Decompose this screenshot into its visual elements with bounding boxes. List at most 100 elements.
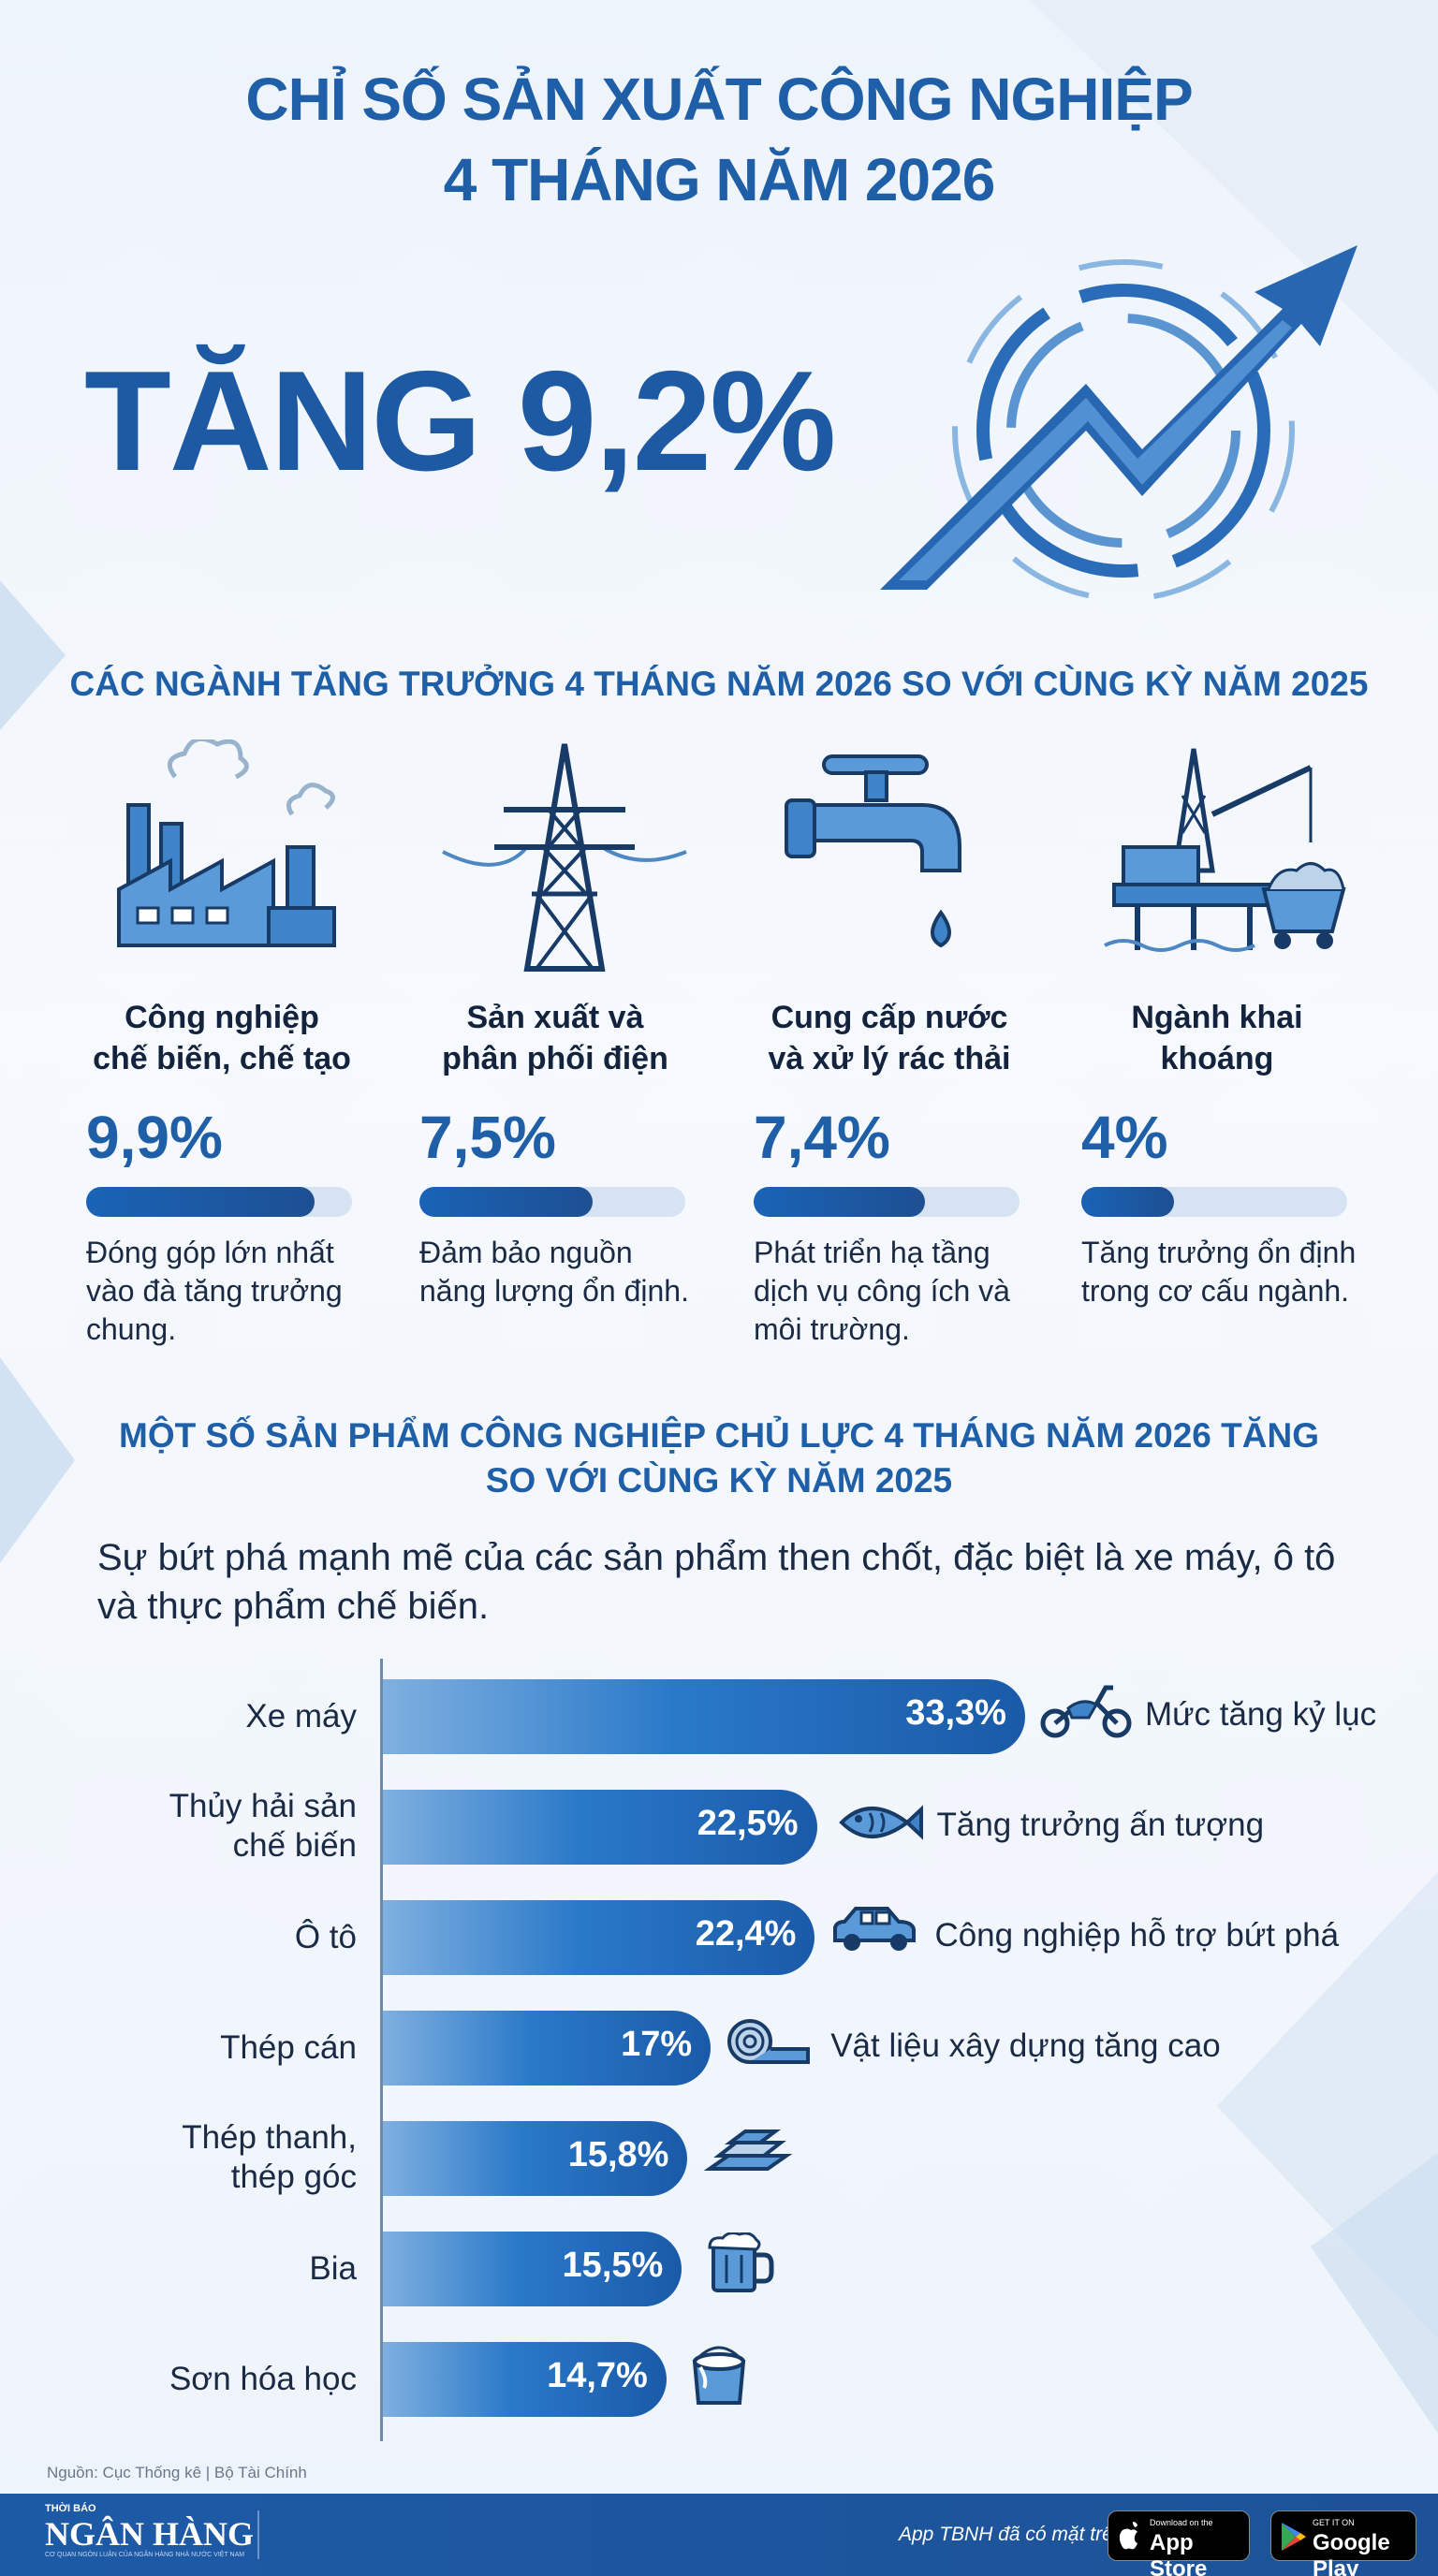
bar-value-label: 17% [621, 2025, 693, 2064]
industry-name-line2: và xử lý rác thải [768, 1041, 1011, 1076]
app-store-label: App Store [1150, 2530, 1208, 2576]
bar-category-label: Thép cán [220, 2029, 357, 2066]
steel-bars-icon [704, 2130, 793, 2171]
industry-name-line2: chế biến, chế tạo [93, 1041, 351, 1076]
footer-divider [257, 2510, 259, 2559]
brand-prefix: THỜI BÁO [45, 2503, 96, 2514]
bar-category-label: Bia [309, 2250, 357, 2287]
bar-mark [383, 2232, 682, 2306]
industry-percent: 7,5% [419, 1104, 556, 1171]
bar-annotation: Công nghiệp hỗ trợ bứt phá [934, 1917, 1340, 1954]
bar-category-label: Sơn hóa học [169, 2361, 357, 2397]
google-play-small: GET IT ON [1313, 2518, 1355, 2527]
industry-name-line2: phân phối điện [442, 1041, 668, 1076]
desc-line: Đóng góp lớn nhất [86, 1236, 334, 1269]
bar-category-label: Thủy hải sản chế biến [169, 1788, 357, 1864]
apple-icon [1119, 2522, 1137, 2550]
industries-heading: CÁC NGÀNH TĂNG TRƯỞNG 4 THÁNG NĂM 2026 S… [69, 665, 1369, 703]
bar-row: Ô tô 22,4% Công nghiệp hỗ trợ bứt phá [0, 1895, 1438, 1980]
beer-mug-icon [708, 2232, 774, 2292]
bar-row: Sơn hóa học 14,7% [0, 2337, 1438, 2422]
bar-mark [383, 1679, 1025, 1754]
bar-mark [383, 1790, 817, 1865]
desc-line: Đảm bảo nguồn [419, 1236, 633, 1269]
industry-progress-fill [1081, 1187, 1174, 1217]
products-heading-line1: MỘT SỐ SẢN PHẨM CÔNG NGHIỆP CHỦ LỰC 4 TH… [119, 1416, 1319, 1455]
industry-name-line1: Ngành khai [1131, 1000, 1303, 1035]
fish-icon [838, 1805, 923, 1840]
industry-progress-track [419, 1187, 685, 1217]
bar-row: Thủy hải sản chế biến 22,5% Tăng trưởng ấn … [0, 1785, 1438, 1869]
oil-rig-icon [1104, 748, 1346, 952]
bar-row: Thép thanh, thép góc 15,8% [0, 2116, 1438, 2201]
app-store-small: Download on the [1150, 2518, 1213, 2527]
brand-tagline: CƠ QUAN NGÔN LUẬN CỦA NGÂN HÀNG NHÀ NƯỚC… [45, 2552, 245, 2558]
water-tap-icon [785, 754, 961, 948]
google-play-button[interactable]: GET IT ON Google Play [1270, 2510, 1416, 2576]
desc-line: dịch vụ công ích và [754, 1274, 1010, 1308]
bar-mark [383, 2342, 667, 2417]
desc-line: Tăng trưởng ổn định [1081, 1236, 1357, 1269]
car-icon [833, 1907, 917, 1951]
title-line-1: CHỈ SỐ SẢN XUẤT CÔNG NGHIỆP [245, 66, 1193, 133]
industry-progress-track [86, 1187, 352, 1217]
intro-line: và thực phẩm chế biến. [97, 1586, 490, 1627]
industry-progress-track [1081, 1187, 1347, 1217]
industry-name-line2: khoáng [1160, 1041, 1274, 1076]
bar-category-label: Ô tô [294, 1919, 357, 1955]
products-intro: Sự bứt phá mạnh mẽ của các sản phẩm then… [97, 1533, 1389, 1631]
industry-progress-fill [419, 1187, 594, 1217]
bar-value-label: 22,5% [697, 1804, 799, 1843]
title-line-2: 4 THÁNG NĂM 2026 [443, 146, 996, 213]
industry-name-line1: Cung cấp nước [770, 1000, 1008, 1035]
brand-logo[interactable]: NGÂN HÀNG [45, 2515, 254, 2553]
intro-line: Sự bứt phá mạnh mẽ của các sản phẩm then… [97, 1537, 1336, 1578]
power-tower-icon [442, 743, 687, 972]
industry-name-line1: Sản xuất và [466, 1000, 644, 1035]
products-heading-line2: SO VỚI CÙNG KỲ NĂM 2025 [485, 1461, 953, 1500]
desc-line: vào đà tăng trưởng [86, 1274, 343, 1308]
bar-mark [383, 2121, 688, 2196]
desc-line: trong cơ cấu ngành. [1081, 1274, 1350, 1308]
industry-name-line1: Công nghiệp [125, 1000, 319, 1035]
bar-value-label: 33,3% [905, 1693, 1006, 1733]
steel-roll-icon [727, 2019, 811, 2064]
desc-line: Phát triển hạ tầng [754, 1236, 990, 1269]
headline-growth: TĂNG 9,2% [84, 342, 836, 501]
industry-percent: 4% [1081, 1104, 1168, 1171]
industry-description: Đảm bảo nguồn năng lượng ổn định. [419, 1234, 710, 1310]
industry-description: Tăng trưởng ổn định trong cơ cấu ngành. [1081, 1234, 1372, 1310]
industry-progress-track [754, 1187, 1020, 1217]
bar-value-label: 15,8% [567, 2135, 669, 2174]
factory-icon [117, 739, 336, 947]
motorbike-icon [1040, 1685, 1132, 1738]
desc-line: năng lượng ổn định. [419, 1274, 689, 1308]
bar-row: Thép cán 17% Vật liệu xây dựng tăng cao [0, 2006, 1438, 2090]
source-note: Nguồn: Cục Thống kê | Bộ Tài Chính [47, 2464, 307, 2481]
bar-category-label: Thép thanh, thép góc [182, 2119, 357, 2195]
app-store-button[interactable]: Download on the App Store [1108, 2510, 1250, 2576]
google-play-label: Google Play [1313, 2530, 1390, 2576]
bar-row: Bia 15,5% [0, 2227, 1438, 2311]
bar-value-label: 15,5% [562, 2246, 664, 2285]
bar-category-label: Xe máy [245, 1698, 357, 1734]
industry-percent: 7,4% [754, 1104, 890, 1171]
bar-annotation: Vật liệu xây dựng tăng cao [830, 2027, 1221, 2064]
bar-value-label: 14,7% [547, 2356, 648, 2395]
paint-bucket-icon [692, 2346, 746, 2405]
bar-annotation: Tăng trưởng ấn tượng [936, 1807, 1265, 1843]
growth-arrow-icon [880, 245, 1357, 602]
industry-progress-fill [754, 1187, 925, 1217]
bar-annotation: Mức tăng kỷ lục [1144, 1696, 1377, 1733]
footer-bar: THỜI BÁO NGÂN HÀNG CƠ QUAN NGÔN LUẬN CỦA… [0, 2494, 1438, 2576]
bar-mark [383, 1900, 815, 1975]
google-play-icon [1282, 2523, 1306, 2551]
bar-row: Xe máy 33,3% Mức tăng kỷ lục [0, 1675, 1438, 1759]
industry-progress-fill [86, 1187, 315, 1217]
bar-mark [383, 2011, 712, 2086]
desc-line: môi trường. [754, 1312, 910, 1346]
chart-axis [380, 1659, 383, 2441]
industry-description: Phát triển hạ tầng dịch vụ công ích và m… [754, 1234, 1044, 1349]
bar-value-label: 22,4% [695, 1914, 797, 1954]
industry-description: Đóng góp lớn nhất vào đà tăng trưởng chu… [86, 1234, 376, 1349]
